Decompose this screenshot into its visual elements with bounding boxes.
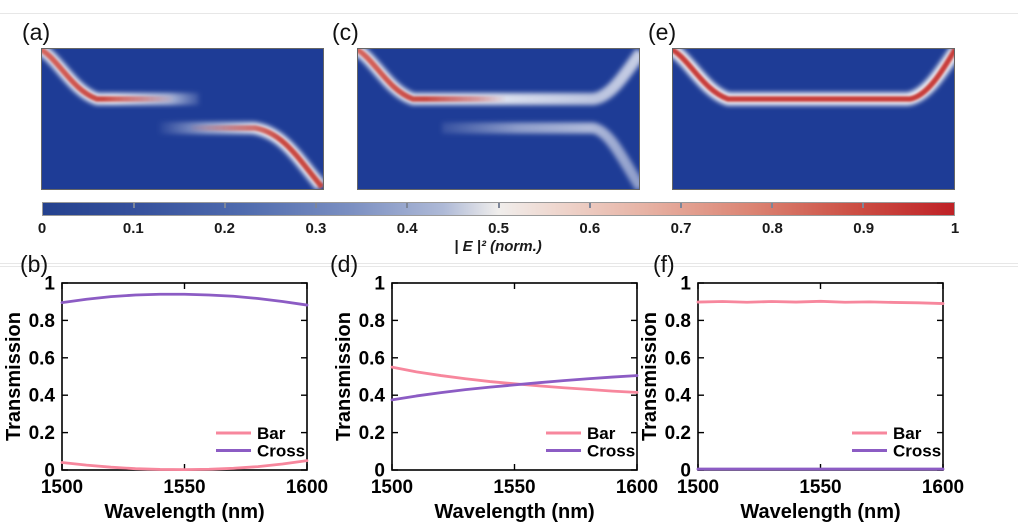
colorbar-tick-label: 0.9 bbox=[853, 220, 875, 237]
field-map-a-svg bbox=[41, 48, 324, 190]
svg-text:Wavelength (nm): Wavelength (nm) bbox=[740, 501, 900, 523]
svg-text:0.4: 0.4 bbox=[665, 386, 692, 407]
colorbar-tick-label: 0.2 bbox=[214, 220, 236, 237]
svg-text:Cross: Cross bbox=[587, 442, 635, 461]
colorbar-tick-label: 0.1 bbox=[122, 220, 144, 237]
colorbar-tick-label: 0.6 bbox=[579, 220, 601, 237]
svg-text:Bar: Bar bbox=[893, 424, 922, 443]
svg-text:Transmission: Transmission bbox=[3, 312, 25, 441]
colorbar-tick-label: 0.3 bbox=[305, 220, 327, 237]
svg-text:0.8: 0.8 bbox=[29, 311, 55, 332]
svg-text:0: 0 bbox=[680, 461, 691, 482]
colorbar-tick-mark bbox=[315, 203, 318, 208]
top-divider-line bbox=[0, 13, 1018, 14]
svg-text:1500: 1500 bbox=[41, 477, 83, 498]
colorbar-tick-mark bbox=[679, 203, 682, 208]
colorbar-tick-mark bbox=[588, 203, 591, 208]
panel-label-f: (f) bbox=[653, 251, 675, 277]
field-map-e bbox=[672, 48, 955, 190]
svg-text:1600: 1600 bbox=[286, 477, 328, 498]
panel-label-a: (a) bbox=[22, 19, 51, 45]
svg-text:1600: 1600 bbox=[616, 477, 658, 498]
colorbar-tick-labels: 0 0.1 0.2 0.3 0.4 0.5 0.6 0.7 0.8 0.9 1 bbox=[38, 220, 959, 238]
colorbar-tick-mark bbox=[861, 203, 864, 208]
svg-text:1: 1 bbox=[374, 274, 385, 295]
svg-text:Cross: Cross bbox=[893, 442, 941, 461]
colorbar-tick-mark bbox=[770, 203, 773, 208]
colorbar-tick-label: 0 bbox=[37, 220, 47, 237]
svg-text:Wavelength (nm): Wavelength (nm) bbox=[104, 501, 264, 523]
svg-text:0.4: 0.4 bbox=[359, 386, 386, 407]
svg-text:1: 1 bbox=[44, 274, 55, 295]
colorbar-tick-mark bbox=[406, 203, 409, 208]
svg-text:0: 0 bbox=[44, 461, 55, 482]
svg-text:1550: 1550 bbox=[493, 477, 535, 498]
svg-text:Wavelength (nm): Wavelength (nm) bbox=[434, 501, 594, 523]
colorbar bbox=[42, 202, 955, 216]
svg-text:0.6: 0.6 bbox=[29, 348, 55, 369]
field-map-a bbox=[41, 48, 324, 190]
colorbar-tick-label: 0.5 bbox=[488, 220, 509, 237]
panel-label-b: (b) bbox=[20, 251, 49, 277]
svg-text:0.8: 0.8 bbox=[665, 311, 691, 332]
chart-panel-f: 1500 1550 1600 0 0.2 0.4 0.6 0.8 1 Wavelength (nm… bbox=[636, 255, 966, 527]
field-map-c bbox=[357, 48, 640, 190]
svg-text:1500: 1500 bbox=[677, 477, 719, 498]
svg-text:1550: 1550 bbox=[799, 477, 841, 498]
svg-text:0.2: 0.2 bbox=[29, 423, 55, 444]
panel-label-d: (d) bbox=[330, 251, 359, 277]
svg-text:Transmission: Transmission bbox=[333, 312, 355, 441]
colorbar-tick-mark bbox=[497, 203, 500, 208]
colorbar-caption: | E |² (norm.) bbox=[454, 238, 542, 255]
svg-text:0.6: 0.6 bbox=[665, 348, 691, 369]
svg-text:0.6: 0.6 bbox=[359, 348, 385, 369]
svg-text:0.2: 0.2 bbox=[359, 423, 385, 444]
colorbar-tick-mark bbox=[133, 203, 136, 208]
chart-panel-b: 1500 1550 1600 0 0.2 0.4 0.6 0.8 1 Wavelength (nm… bbox=[0, 255, 330, 527]
panel-label-e: (e) bbox=[648, 19, 677, 45]
mid-divider-line-2 bbox=[0, 266, 1018, 267]
colorbar-tick-label: 1 bbox=[950, 220, 960, 237]
transmission-chart-f: 1500 1550 1600 0 0.2 0.4 0.6 0.8 1 Wavelength (nm… bbox=[639, 274, 964, 524]
transmission-chart-b: 1500 1550 1600 0 0.2 0.4 0.6 0.8 1 Wavelength (nm… bbox=[3, 274, 328, 524]
svg-text:Bar: Bar bbox=[587, 424, 616, 443]
svg-text:0.4: 0.4 bbox=[29, 386, 56, 407]
svg-text:1600: 1600 bbox=[922, 477, 964, 498]
panel-label-c: (c) bbox=[332, 19, 359, 45]
svg-text:0: 0 bbox=[374, 461, 385, 482]
transmission-chart-d: 1500 1550 1600 0 0.2 0.4 0.6 0.8 1 Wavelength (nm… bbox=[333, 274, 658, 524]
svg-text:1500: 1500 bbox=[371, 477, 413, 498]
colorbar-tick-label: 0.7 bbox=[670, 220, 692, 237]
chart-panel-d: 1500 1550 1600 0 0.2 0.4 0.6 0.8 1 Wavelength (nm… bbox=[330, 255, 660, 527]
field-map-e-svg bbox=[672, 48, 955, 190]
colorbar-tick-mark bbox=[224, 203, 227, 208]
svg-text:0.8: 0.8 bbox=[359, 311, 385, 332]
svg-text:Cross: Cross bbox=[257, 442, 305, 461]
field-map-c-svg bbox=[357, 48, 640, 190]
svg-text:1: 1 bbox=[680, 274, 691, 295]
colorbar-tick-label: 0.8 bbox=[761, 220, 783, 237]
svg-text:0.2: 0.2 bbox=[665, 423, 691, 444]
svg-text:1550: 1550 bbox=[163, 477, 205, 498]
colorbar-tick-label: 0.4 bbox=[396, 220, 418, 237]
mid-divider-line-1 bbox=[0, 263, 1018, 264]
svg-text:Bar: Bar bbox=[257, 424, 286, 443]
svg-text:Transmission: Transmission bbox=[639, 312, 661, 441]
